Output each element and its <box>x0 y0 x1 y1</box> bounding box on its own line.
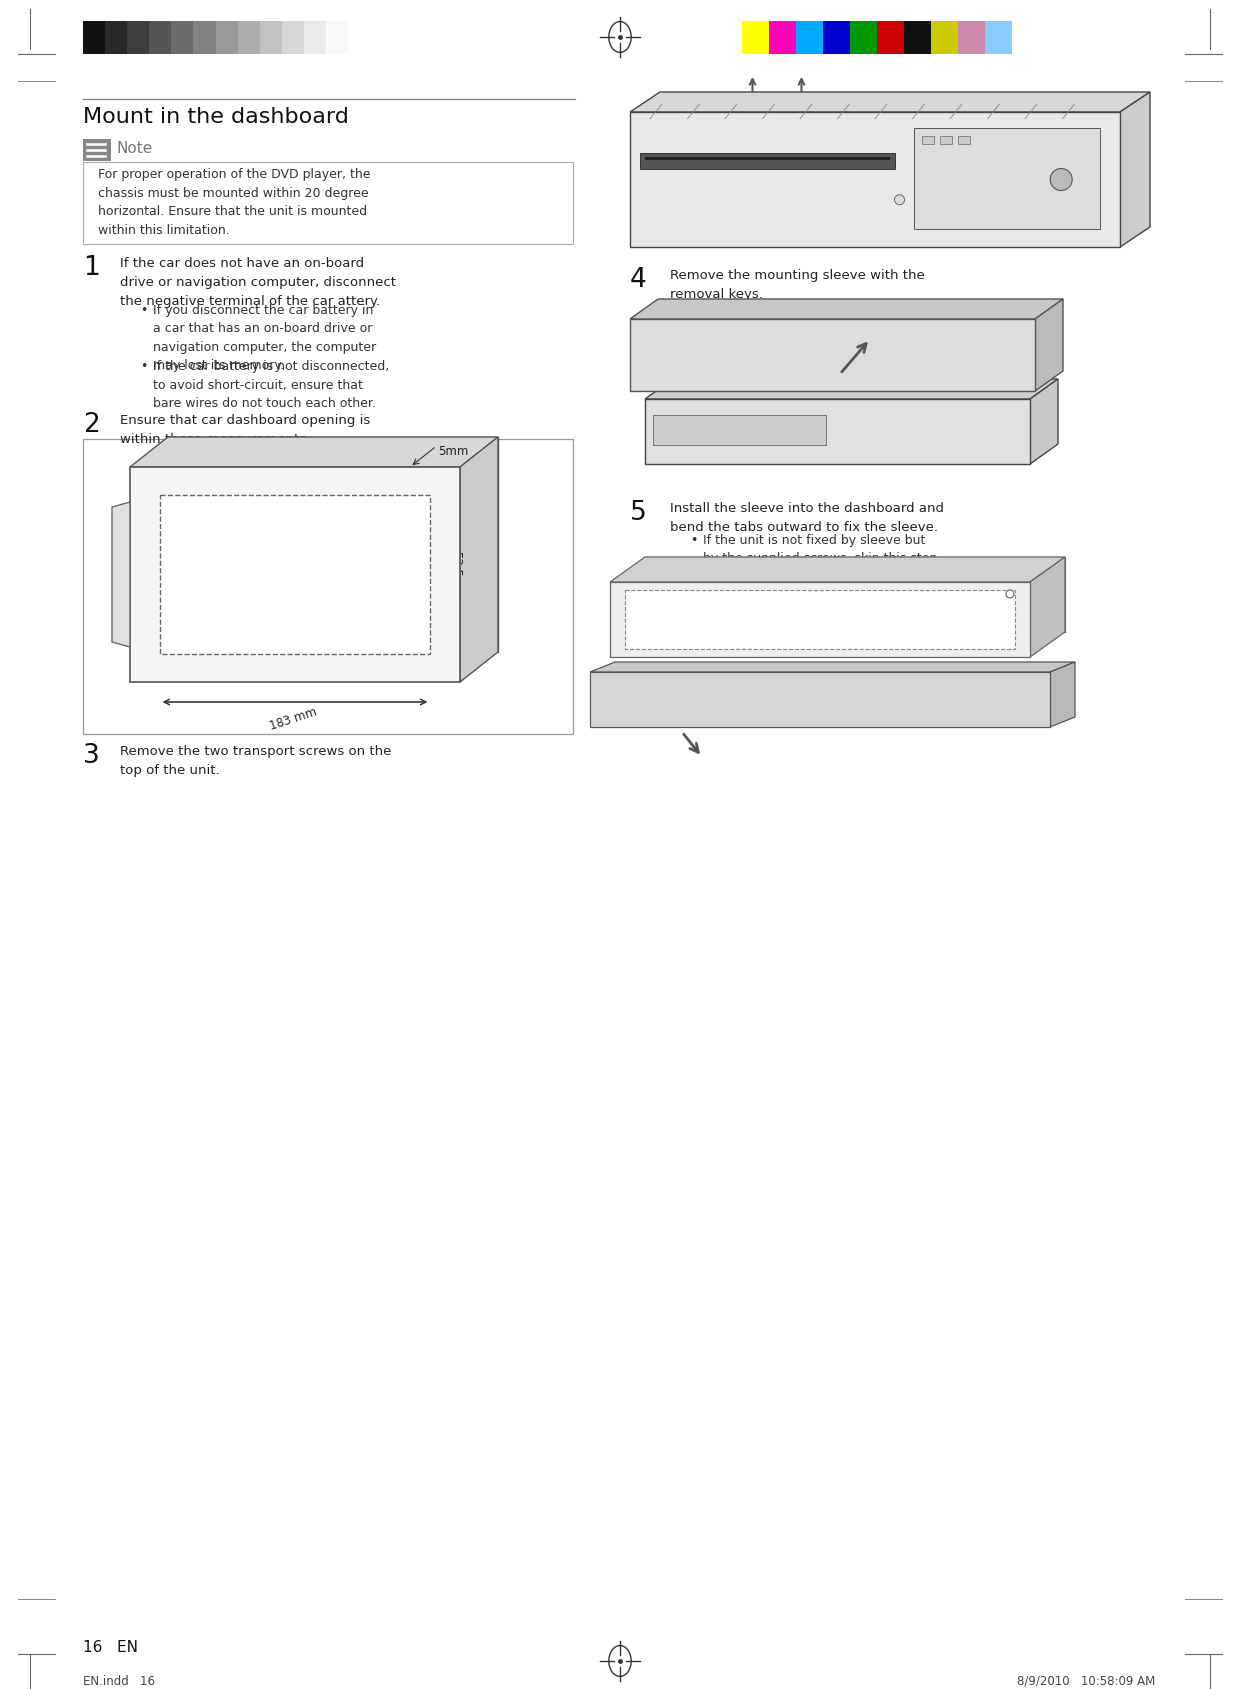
Bar <box>914 128 1100 230</box>
Polygon shape <box>130 468 460 682</box>
Bar <box>149 22 171 56</box>
Text: 183 mm: 183 mm <box>268 704 319 731</box>
Bar <box>640 154 895 169</box>
Polygon shape <box>112 503 130 647</box>
Polygon shape <box>130 437 498 468</box>
Polygon shape <box>610 583 1030 657</box>
Bar <box>216 22 238 56</box>
Text: PHILIPS: PHILIPS <box>657 419 703 429</box>
Text: 8/9/2010   10:58:09 AM: 8/9/2010 10:58:09 AM <box>1017 1674 1154 1687</box>
Text: 5mm: 5mm <box>439 444 469 458</box>
Text: 3: 3 <box>83 743 99 768</box>
Text: Remove the mounting sleeve with the
removal keys.: Remove the mounting sleeve with the remo… <box>670 269 925 301</box>
Text: 5: 5 <box>630 500 647 525</box>
Bar <box>823 22 849 56</box>
Text: Note: Note <box>117 140 154 155</box>
Bar <box>83 140 112 162</box>
Bar <box>940 137 952 145</box>
Text: 1: 1 <box>83 255 99 280</box>
Bar <box>259 22 281 56</box>
Bar <box>171 22 193 56</box>
Polygon shape <box>645 557 1065 633</box>
Polygon shape <box>460 437 498 682</box>
Bar <box>83 439 573 735</box>
Bar <box>742 22 769 56</box>
Polygon shape <box>645 400 1030 464</box>
Polygon shape <box>630 319 1035 392</box>
Text: If the car battery is not disconnected,
to avoid short-circuit, ensure that
bare: If the car battery is not disconnected, … <box>153 360 389 410</box>
Bar <box>959 137 970 145</box>
Polygon shape <box>630 93 1149 113</box>
Text: 4: 4 <box>630 267 647 292</box>
Bar <box>849 22 877 56</box>
Bar <box>769 22 796 56</box>
Bar <box>796 22 823 56</box>
Bar <box>959 22 985 56</box>
Polygon shape <box>1030 557 1065 657</box>
Polygon shape <box>1050 662 1075 728</box>
Polygon shape <box>167 437 498 652</box>
Text: 2: 2 <box>83 412 99 437</box>
Polygon shape <box>590 672 1050 728</box>
Bar <box>281 22 304 56</box>
Text: If the unit is not fixed by sleeve but
by the supplied screws, skip this step.: If the unit is not fixed by sleeve but b… <box>703 534 941 566</box>
Bar <box>904 22 931 56</box>
Bar <box>923 137 934 145</box>
Text: •: • <box>689 534 697 547</box>
Bar <box>83 22 105 56</box>
Polygon shape <box>1035 301 1063 392</box>
Text: EN.indd   16: EN.indd 16 <box>83 1674 155 1687</box>
Text: Ensure that car dashboard opening is
within these measurements:: Ensure that car dashboard opening is wit… <box>120 414 371 446</box>
Text: •: • <box>140 360 148 373</box>
Text: Install the sleeve into the dashboard and
bend the tabs outward to fix the sleev: Install the sleeve into the dashboard an… <box>670 502 944 534</box>
Text: Mount in the dashboard: Mount in the dashboard <box>83 106 348 127</box>
Text: If you disconnect the car battery in
a car that has an on-board drive or
navigat: If you disconnect the car battery in a c… <box>153 304 376 372</box>
Polygon shape <box>1030 380 1058 464</box>
Bar <box>304 22 326 56</box>
Polygon shape <box>645 380 1058 400</box>
Bar <box>931 22 959 56</box>
Bar <box>238 22 259 56</box>
Polygon shape <box>610 557 1065 583</box>
Bar <box>128 22 149 56</box>
Polygon shape <box>1120 93 1149 248</box>
Text: For proper operation of the DVD player, the
chassis must be mounted within 20 de: For proper operation of the DVD player, … <box>98 167 371 236</box>
Text: Remove the two transport screws on the
top of the unit.: Remove the two transport screws on the t… <box>120 745 392 777</box>
Text: •: • <box>140 304 148 318</box>
Polygon shape <box>630 301 1063 319</box>
Bar <box>625 591 1016 650</box>
Bar <box>105 22 128 56</box>
Bar <box>193 22 216 56</box>
Text: 53.5mm: 53.5mm <box>449 551 463 600</box>
Ellipse shape <box>1050 169 1073 191</box>
Bar <box>160 495 430 655</box>
Ellipse shape <box>1006 591 1014 598</box>
Text: 16   EN: 16 EN <box>83 1638 138 1654</box>
Bar <box>653 415 826 446</box>
Bar <box>83 162 573 245</box>
Text: If the car does not have an on-board
drive or navigation computer, disconnect
th: If the car does not have an on-board dri… <box>120 257 396 307</box>
Bar <box>645 159 890 160</box>
Bar <box>877 22 904 56</box>
Bar <box>326 22 348 56</box>
Bar <box>985 22 1012 56</box>
Polygon shape <box>630 113 1120 248</box>
Ellipse shape <box>894 196 904 206</box>
Polygon shape <box>590 662 1075 672</box>
